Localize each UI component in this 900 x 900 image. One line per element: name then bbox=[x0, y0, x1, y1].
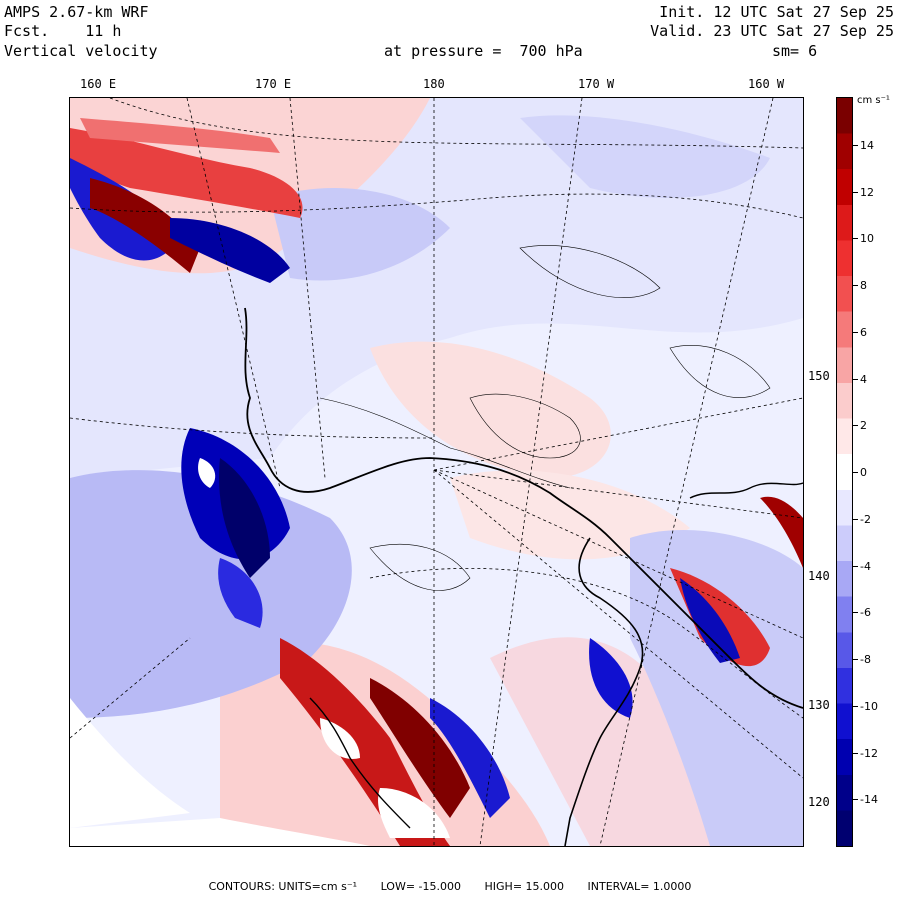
colorbar-tick-label: 2 bbox=[860, 419, 867, 433]
colorbar-tick bbox=[852, 659, 858, 660]
footer-contours-units: CONTOURS: UNITS=cm s⁻¹ bbox=[208, 880, 358, 893]
colorbar-tick bbox=[852, 752, 858, 754]
footer-high: HIGH= 15.000 bbox=[484, 880, 565, 893]
colorbar-tick bbox=[852, 425, 858, 427]
valid-time: Valid. 23 UTC Sat 27 Sep 25 bbox=[650, 22, 894, 40]
colorbar-tick bbox=[852, 565, 858, 567]
colorbar-tick bbox=[852, 518, 858, 520]
colorbar-tick-label: 0 bbox=[860, 466, 867, 479]
colorbar-tick bbox=[852, 705, 858, 707]
colorbar-tick bbox=[852, 799, 858, 801]
footer-low: LOW= -15.000 bbox=[380, 880, 462, 893]
colorbar-tick-label: 14 bbox=[860, 138, 874, 152]
colorbar-tick bbox=[852, 285, 858, 286]
contour-info: CONTOURS: UNITS=cm s⁻¹ LOW= -15.000 HIGH… bbox=[0, 880, 900, 893]
colorbar-tick-label: 12 bbox=[860, 185, 874, 199]
init-time: Init. 12 UTC Sat 27 Sep 25 bbox=[659, 3, 894, 21]
colorbar-tick bbox=[852, 144, 858, 146]
colorbar-tick-label: -8 bbox=[860, 653, 871, 666]
colorbar-tick-label: -14 bbox=[860, 793, 878, 807]
colorbar-tick-label: -6 bbox=[860, 606, 871, 620]
colorbar-tick-label: 8 bbox=[860, 279, 867, 292]
pressure-level: at pressure = 700 hPa bbox=[384, 42, 583, 60]
footer-interval: INTERVAL= 1.0000 bbox=[587, 880, 692, 893]
model-title: AMPS 2.67-km WRF bbox=[4, 3, 149, 21]
colorbar-tick-label: 6 bbox=[860, 325, 867, 339]
colorbar-tick bbox=[852, 612, 858, 614]
lon-label-160w: 160 W bbox=[748, 77, 785, 91]
variable-name: Vertical velocity bbox=[4, 42, 158, 60]
colorbar-tick bbox=[852, 191, 858, 193]
lon-label-170e: 170 E bbox=[255, 77, 292, 91]
colorbar-units: cm s⁻¹ bbox=[857, 95, 890, 106]
vertical-velocity-map bbox=[69, 97, 804, 847]
colorbar-tick bbox=[852, 472, 858, 473]
colorbar-tick-label: -12 bbox=[860, 746, 878, 760]
colorbar-tick-label: -10 bbox=[860, 699, 878, 713]
lon-label-180: 180 bbox=[423, 77, 445, 91]
colorbar-tick-label: 4 bbox=[860, 372, 867, 386]
lon-label-170w: 170 W bbox=[578, 77, 615, 91]
colorbar-tick bbox=[852, 238, 858, 240]
lon-label-160e: 160 E bbox=[80, 77, 117, 91]
colorbar-tick-label: -4 bbox=[860, 559, 871, 573]
colorbar-tick-label: 10 bbox=[860, 232, 874, 246]
forecast-hour: Fcst. 11 h bbox=[4, 22, 122, 40]
colorbar bbox=[836, 97, 853, 847]
colorbar-tick-label: -2 bbox=[860, 512, 871, 526]
colorbar-tick bbox=[852, 331, 858, 333]
colorbar-tick bbox=[852, 378, 858, 380]
smoothing-label: sm= 6 bbox=[772, 42, 818, 60]
